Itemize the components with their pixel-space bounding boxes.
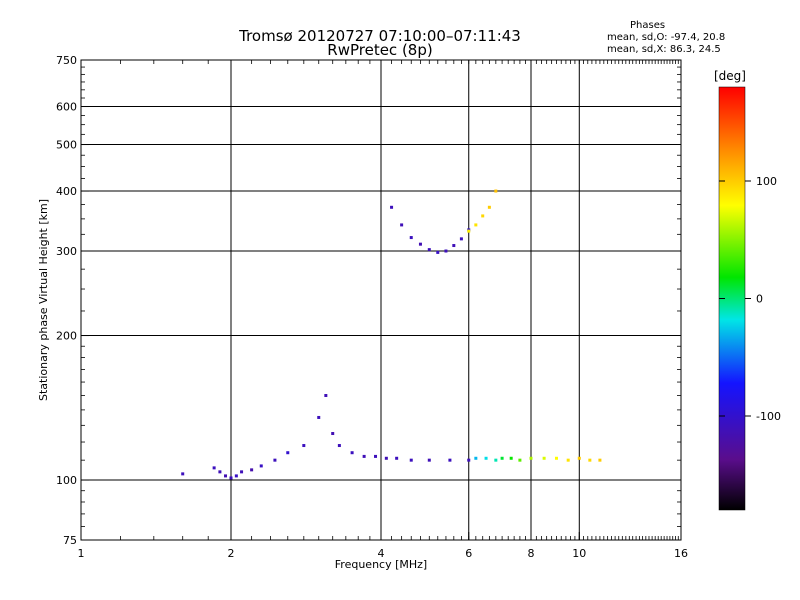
data-point: [494, 458, 498, 462]
data-point: [481, 214, 485, 218]
data-point: [542, 456, 546, 460]
x-tick-label: 16: [674, 547, 688, 560]
data-point: [427, 458, 431, 462]
data-point: [181, 472, 185, 476]
data-point: [286, 451, 290, 455]
data-point: [395, 456, 399, 460]
grid-lines: [81, 60, 681, 540]
data-point: [240, 470, 244, 474]
data-point: [362, 454, 366, 458]
data-points: [181, 189, 602, 480]
colorbar-tick-label: 100: [756, 175, 777, 188]
colorbar-tick-label: -100: [756, 410, 781, 423]
data-point: [337, 444, 341, 448]
y-tick-label: 600: [56, 101, 77, 114]
x-axis-label: Frequency [MHz]: [335, 558, 427, 571]
data-point: [250, 468, 254, 472]
chart-title: Tromsø 20120727 07:10:00–07:11:43: [239, 27, 521, 45]
x-tick-labels: 1 2 4 6 8 10 16: [78, 547, 689, 560]
phases-mean-x: mean, sd,X: 86.3, 24.5: [607, 44, 721, 55]
phases-mean-o: mean, sd,O: -97.4, 20.8: [607, 32, 726, 43]
data-point: [577, 456, 581, 460]
x-tick-label: 6: [465, 547, 472, 560]
phases-title: Phases: [630, 20, 666, 31]
data-point: [436, 250, 440, 254]
data-point: [444, 249, 448, 253]
data-point: [324, 394, 328, 398]
data-point: [448, 458, 452, 462]
data-point: [518, 458, 522, 462]
colorbar-ticks: 100 0 -100: [719, 175, 781, 423]
data-point: [331, 432, 335, 436]
x-tick-label: 1: [78, 547, 85, 560]
data-point: [500, 456, 504, 460]
y-axis-label: Stationary phase Virtual Height [km]: [37, 199, 50, 401]
minor-ticks: [80, 59, 682, 541]
data-point: [218, 470, 222, 474]
data-point: [474, 456, 478, 460]
data-point: [234, 474, 238, 478]
colorbar-tick-label: 0: [756, 293, 763, 306]
data-point: [554, 456, 558, 460]
data-point: [484, 456, 488, 460]
data-point: [529, 456, 533, 460]
x-tick-label: 4: [378, 547, 385, 560]
data-point: [467, 229, 471, 233]
colorbar-unit-label: [deg]: [714, 69, 746, 83]
y-tick-label: 100: [56, 474, 77, 487]
y-tick-label: 400: [56, 185, 77, 198]
x-tick-label: 10: [572, 547, 586, 560]
data-point: [452, 244, 456, 248]
data-point: [259, 464, 263, 468]
data-point: [494, 189, 498, 193]
data-point: [390, 205, 394, 209]
chart-subtitle: RwPretec (8p): [327, 41, 433, 59]
y-tick-label: 500: [56, 139, 77, 152]
data-point: [224, 474, 228, 478]
y-tick-label: 200: [56, 330, 77, 343]
data-point: [409, 458, 413, 462]
y-tick-label: 75: [63, 534, 77, 547]
y-tick-labels: 75 100 200 300 400 500 600 750: [56, 54, 77, 547]
x-tick-label: 8: [528, 547, 535, 560]
data-point: [350, 451, 354, 455]
data-point: [212, 466, 216, 470]
data-point: [566, 458, 570, 462]
data-point: [467, 458, 471, 462]
data-point: [384, 456, 388, 460]
data-point: [409, 236, 413, 240]
data-point: [598, 458, 602, 462]
data-point: [317, 415, 321, 419]
data-point: [487, 205, 491, 209]
data-point: [400, 223, 404, 227]
data-point: [588, 458, 592, 462]
data-point: [509, 456, 513, 460]
data-point: [229, 476, 233, 480]
y-tick-label: 300: [56, 245, 77, 258]
data-point: [418, 242, 422, 246]
y-tick-label: 750: [56, 54, 77, 67]
data-point: [427, 248, 431, 252]
data-point: [302, 444, 306, 448]
data-point: [459, 237, 463, 241]
data-point: [374, 454, 378, 458]
data-point: [474, 223, 478, 227]
data-point: [273, 458, 277, 462]
x-tick-label: 2: [228, 547, 235, 560]
